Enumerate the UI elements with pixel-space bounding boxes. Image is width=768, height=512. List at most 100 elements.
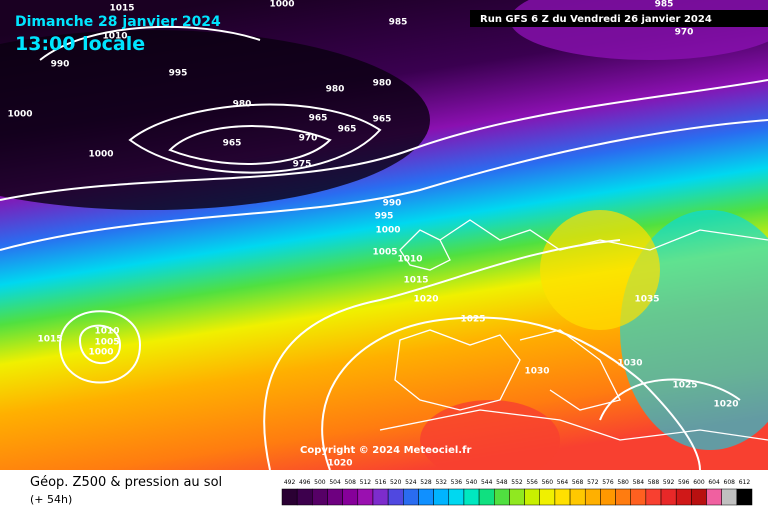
- legend-tick: 548: [496, 479, 508, 486]
- time-label: 13:00 locale: [15, 33, 145, 55]
- legend-swatch: [342, 488, 359, 506]
- legend-tick: 596: [678, 479, 690, 486]
- isobar-label: 970: [299, 134, 318, 144]
- legend-swatch: [296, 488, 313, 506]
- date-label: Dimanche 28 janvier 2024: [15, 14, 221, 30]
- legend-tick: 516: [375, 479, 387, 486]
- isobar-label: 990: [383, 199, 402, 209]
- legend-swatch: [357, 488, 374, 506]
- legend-swatch: [281, 488, 298, 506]
- legend-swatch: [463, 488, 480, 506]
- legend-tick: 588: [648, 479, 660, 486]
- legend-tick: 612: [739, 479, 751, 486]
- legend-swatch: [706, 488, 722, 506]
- legend-swatch: [478, 488, 495, 506]
- legend-swatch: [418, 488, 434, 506]
- isobar-label: 1005: [94, 338, 119, 348]
- isobar-label: 1015: [403, 276, 428, 286]
- legend-swatch: [403, 488, 419, 506]
- isobars: [0, 25, 768, 471]
- legend-tick: 524: [405, 479, 417, 486]
- legend-swatch: [554, 488, 571, 506]
- legend-tick: 568: [572, 479, 584, 486]
- low-core: [0, 30, 430, 210]
- legend-swatch: [569, 488, 586, 506]
- legend-tick: 504: [329, 479, 341, 486]
- isobar-label: 1020: [713, 400, 738, 410]
- isobar-label: 1000: [375, 226, 400, 236]
- run-box: [470, 10, 768, 27]
- legend-tick: 592: [663, 479, 675, 486]
- isobar-label: 965: [338, 125, 357, 135]
- legend-tick: 576: [602, 479, 614, 486]
- isobar-label: 1015: [109, 4, 134, 14]
- legend-swatch: [509, 488, 525, 506]
- isobar-label: 995: [375, 212, 394, 222]
- isobar-label: 965: [223, 139, 242, 149]
- isobar-label: 985: [389, 18, 408, 28]
- coastlines: [379, 219, 768, 441]
- legend-tick: 552: [511, 479, 523, 486]
- legend-tick: 580: [617, 479, 629, 486]
- isobar-label: 985: [655, 0, 674, 10]
- legend-swatch: [660, 488, 677, 506]
- legend-tick: 528: [420, 479, 432, 486]
- legend-tick: 556: [526, 479, 538, 486]
- isobar-label: 965: [373, 115, 392, 125]
- legend-swatch: [524, 488, 540, 506]
- isobar-label: 1010: [102, 32, 127, 42]
- legend-tick: 600: [693, 479, 705, 486]
- legend-tick: 564: [557, 479, 569, 486]
- legend-tick: 520: [390, 479, 402, 486]
- warm-core: [420, 400, 560, 480]
- legend-swatch: [494, 488, 510, 506]
- isobar-label: 1000: [7, 110, 32, 120]
- isobar-label: 970: [675, 28, 694, 38]
- legend-swatch: [721, 488, 738, 506]
- legend-swatch: [387, 488, 404, 506]
- legend-swatch: [433, 488, 450, 506]
- legend-swatch: [645, 488, 662, 506]
- legend-tick: 540: [466, 479, 478, 486]
- isobar-label: 1025: [460, 315, 485, 325]
- copyright: Copyright © 2024 Meteociel.fr: [300, 445, 471, 456]
- legend-swatch: [584, 488, 601, 506]
- legend-tick: 584: [633, 479, 645, 486]
- legend-swatch: [312, 488, 328, 506]
- legend-swatch: [736, 488, 753, 506]
- legend: 492 496 500 504 508 512 516 520 524 528 532 536 540 5…: [281, 479, 753, 506]
- isobar-label: 980: [326, 85, 345, 95]
- isobar-label: 1020: [327, 459, 352, 469]
- legend-tick: 500: [314, 479, 326, 486]
- isobar-label: 1025: [672, 381, 697, 391]
- isobar-label: 980: [233, 100, 252, 110]
- run-label: Run GFS 6 Z du Vendredi 26 janvier 2024: [480, 14, 712, 25]
- legend-tick: 508: [344, 479, 356, 486]
- legend-swatch: [615, 488, 631, 506]
- legend-swatch: [327, 488, 343, 506]
- legend-swatch: [372, 488, 389, 506]
- legend-tick: 572: [587, 479, 599, 486]
- isobar-label: 975: [293, 160, 312, 170]
- isobar-label: 1000: [88, 150, 113, 160]
- isobar-label: 1010: [397, 255, 422, 265]
- legend-swatch: [448, 488, 465, 506]
- isobar-label: 965: [309, 114, 328, 124]
- isobar-label: 995: [169, 69, 188, 79]
- isobar-label: 1005: [372, 248, 397, 258]
- isobar-label: 1020: [413, 295, 438, 305]
- isobar-labels: 1015 1000 985 985 970 1010 990 995 980 980 980 1000…: [7, 0, 738, 469]
- isobar-label: 1015: [37, 335, 62, 345]
- isobar-label: 990: [51, 60, 70, 70]
- legend-tick: 604: [708, 479, 720, 486]
- legend-tick: 560: [542, 479, 554, 486]
- footer-lead: (+ 54h): [30, 493, 72, 506]
- isobar-label: 1030: [617, 359, 642, 369]
- legend-swatch: [630, 488, 647, 506]
- legend-tick: 544: [481, 479, 493, 486]
- legend-swatch: [600, 488, 616, 506]
- legend-tick: 512: [360, 479, 372, 486]
- isobar-label: 1000: [88, 348, 113, 358]
- legend-tick: 608: [724, 479, 736, 486]
